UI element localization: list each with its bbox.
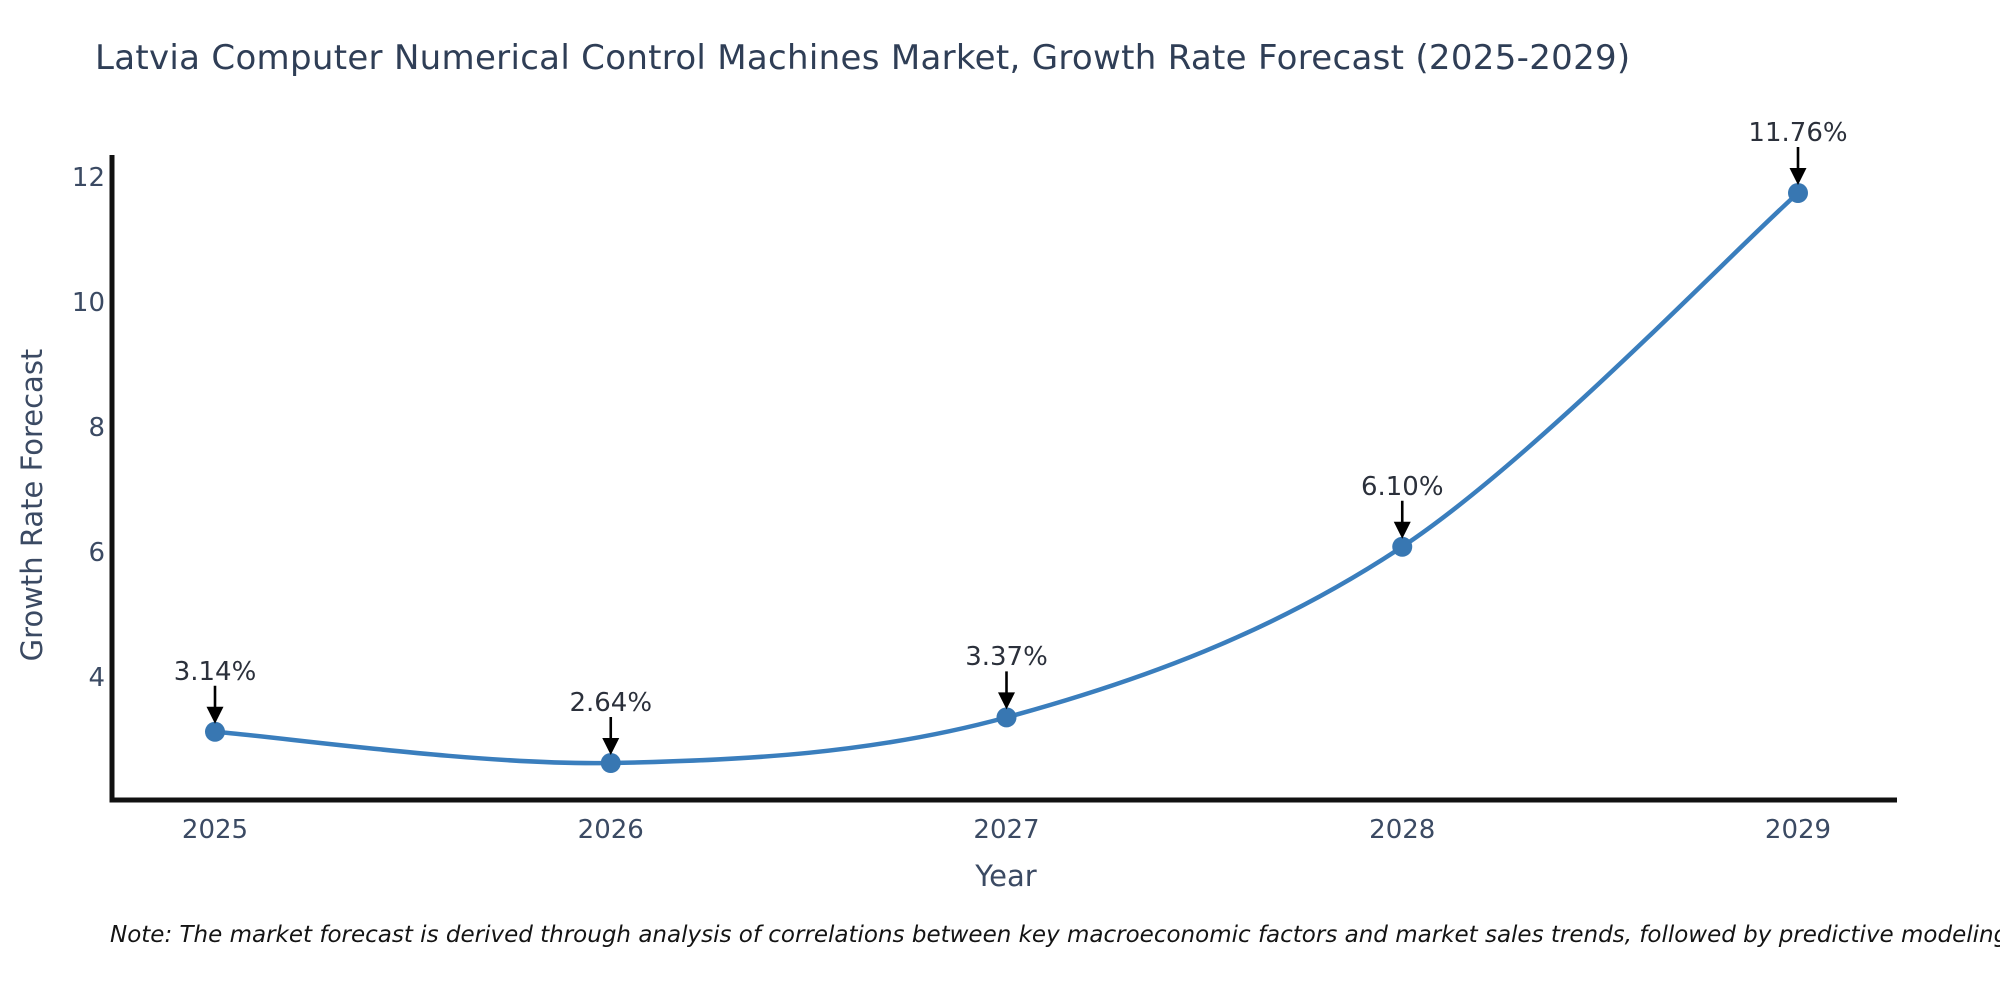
point-label: 2.64% [569,688,653,718]
x-tick-label: 2025 [181,815,249,845]
down-arrow-icon [998,692,1015,710]
x-tick-label: 2028 [1369,815,1436,845]
annotation-arrows [206,147,1807,755]
chart-title: Latvia Computer Numerical Control Machin… [95,38,1631,78]
x-tick-label: 2029 [1764,815,1832,845]
point-label: 11.76% [1748,118,1848,148]
axes-spines [109,155,1897,803]
point-label: 3.37% [965,642,1048,673]
footnote: Note: The market forecast is derived thr… [110,922,2000,948]
data-point-markers [205,183,1808,773]
down-arrow-icon [1789,168,1807,185]
y-tick-label: 4 [88,663,105,693]
point-label: 3.14% [173,656,257,687]
data-point-2029 [1788,183,1808,203]
y-tick-label: 10 [71,288,105,318]
x-axis-title: Year [975,859,1037,893]
y-tick-label: 6 [88,538,105,568]
x-tick-label: 2026 [577,815,644,845]
data-point-2028 [1392,536,1413,557]
down-arrow-icon [602,738,620,755]
down-arrow-icon [206,706,224,724]
y-tick-label: 8 [88,413,105,443]
data-point-2026 [600,753,621,773]
x-tick-label: 2027 [973,815,1040,845]
data-point-2027 [996,707,1017,728]
y-tick-label: 12 [71,163,105,193]
point-label: 6.10% [1360,471,1444,502]
growth-rate-line [212,190,1801,766]
down-arrow-icon [1393,521,1411,539]
data-point-2025 [205,721,225,742]
